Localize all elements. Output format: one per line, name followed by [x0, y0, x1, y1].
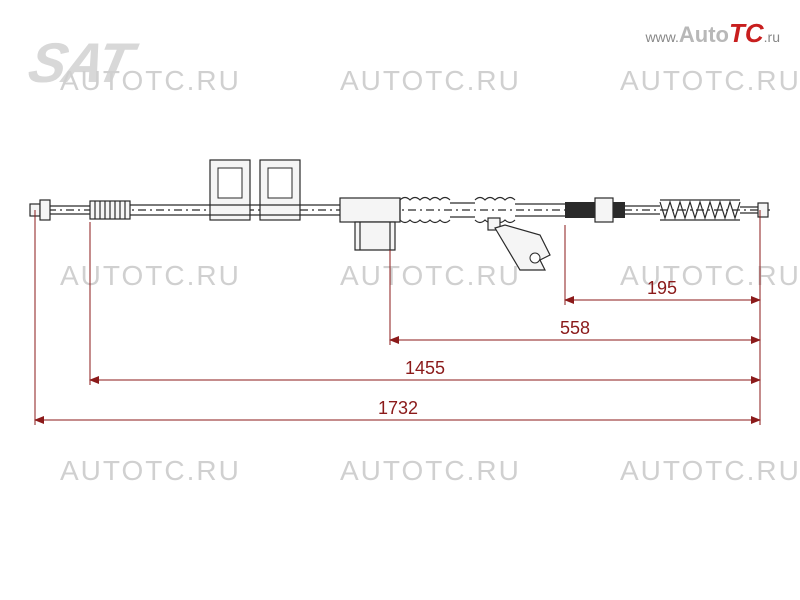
angled-bracket: [488, 218, 550, 270]
dimension-label: 195: [647, 278, 677, 298]
technical-drawing: 195 558 1455 1732: [0, 0, 800, 600]
solid-section: [565, 198, 625, 222]
dimension-lines: 195 558 1455 1732: [35, 278, 760, 420]
dimension-label: 1732: [378, 398, 418, 418]
mounting-bracket-1: [210, 160, 250, 220]
dimension-label: 1455: [405, 358, 445, 378]
dimension-label: 558: [560, 318, 590, 338]
extension-lines: [35, 210, 760, 425]
bellows-1: [400, 198, 450, 223]
mounting-bracket-2: [250, 160, 340, 220]
threaded-section-left: [90, 201, 130, 219]
center-junction: [340, 198, 400, 250]
